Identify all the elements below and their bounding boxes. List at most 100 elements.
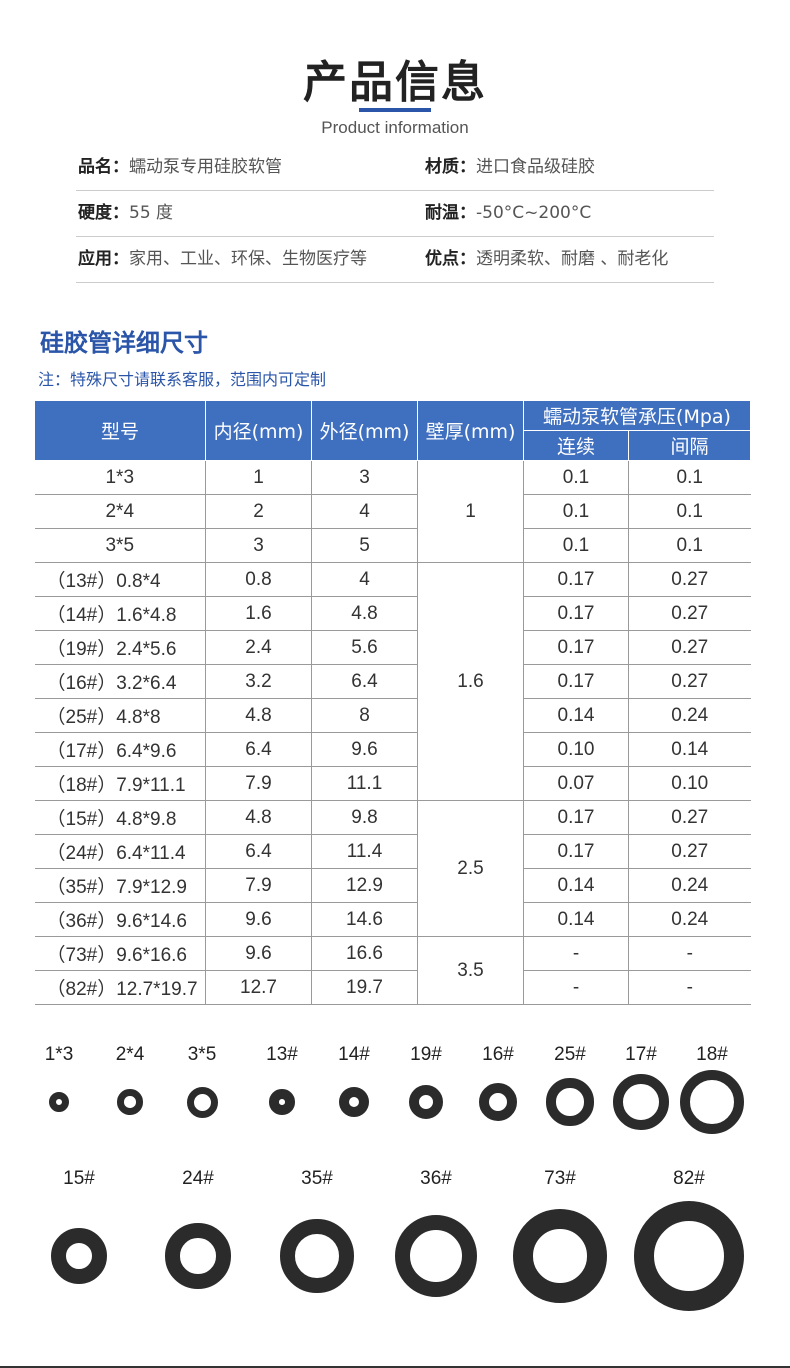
cell-model: 3*5 [34, 528, 206, 563]
cell-model: （82#）12.7*19.7 [34, 970, 206, 1005]
info-application: 应用：家用、工业、环保、生物医疗等 [78, 237, 367, 282]
ring-label: 15# [63, 1168, 95, 1189]
cell-outer-diameter: 5 [311, 528, 418, 563]
cell-interval-pressure: 0.27 [628, 800, 751, 835]
cell-outer-diameter: 9.6 [311, 732, 418, 767]
cell-inner-diameter: 7.9 [205, 868, 312, 903]
ring-label: 14# [338, 1044, 370, 1065]
cell-inner-diameter: 3.2 [205, 664, 312, 699]
table-row: （14#）1.6*4.8 1.6 4.8 0.17 0.27 [34, 596, 751, 631]
cell-continuous-pressure: 0.14 [523, 698, 629, 733]
bottom-divider [0, 1366, 790, 1368]
cell-interval-pressure: - [628, 936, 751, 971]
info-row-3: 应用：家用、工业、环保、生物医疗等 优点：透明柔软、耐磨 、耐老化 [76, 237, 714, 283]
cell-inner-diameter: 6.4 [205, 834, 312, 869]
cell-outer-diameter: 14.6 [311, 902, 418, 937]
info-value: 透明柔软、耐磨 、耐老化 [476, 249, 669, 269]
cell-inner-diameter: 9.6 [205, 902, 312, 937]
header-continuous: 连续 [523, 430, 629, 461]
table-body: 1*3 1 3 1 0.1 0.1 2*4 2 4 0.1 0.1 3*5 3 5 0.1 0.1 （13#）0… [34, 460, 751, 1005]
info-value: 进口食品级硅胶 [476, 157, 595, 177]
table-row: （19#）2.4*5.6 2.4 5.6 0.17 0.27 [34, 630, 751, 665]
table-row: （17#）6.4*9.6 6.4 9.6 0.10 0.14 [34, 732, 751, 767]
cell-outer-diameter: 3 [311, 460, 418, 495]
page-title: 产品信息 [303, 57, 487, 108]
cell-continuous-pressure: 0.17 [523, 800, 629, 835]
table-row: 2*4 2 4 0.1 0.1 [34, 494, 751, 529]
cell-model: （14#）1.6*4.8 [34, 596, 206, 631]
ring-label: 73# [544, 1168, 576, 1189]
cell-continuous-pressure: 0.17 [523, 630, 629, 665]
cell-inner-diameter: 12.7 [205, 970, 312, 1005]
info-name: 品名：蠕动泵专用硅胶软管 [78, 145, 282, 190]
cell-continuous-pressure: 0.14 [523, 902, 629, 937]
cell-interval-pressure: 0.24 [628, 698, 751, 733]
cell-interval-pressure: 0.27 [628, 664, 751, 699]
info-label: 硬度： [78, 203, 129, 223]
table-row: （82#）12.7*19.7 12.7 19.7 - - [34, 970, 751, 1005]
cell-model: （17#）6.4*9.6 [34, 732, 206, 767]
cell-wall-thickness: 1 [417, 460, 524, 563]
info-advantages: 优点：透明柔软、耐磨 、耐老化 [425, 237, 668, 282]
cell-model: （25#）4.8*8 [34, 698, 206, 733]
header-inner-diameter: 内径(mm) [205, 400, 312, 461]
tube-cross-section-ring [165, 1223, 231, 1289]
tube-cross-section-ring [680, 1070, 744, 1134]
tube-cross-section-ring [339, 1087, 369, 1117]
cell-outer-diameter: 19.7 [311, 970, 418, 1005]
cell-continuous-pressure: 0.14 [523, 868, 629, 903]
ring-label: 1*3 [44, 1044, 74, 1065]
cell-inner-diameter: 4.8 [205, 800, 312, 835]
tube-cross-section-ring [269, 1089, 295, 1115]
cell-inner-diameter: 0.8 [205, 562, 312, 597]
ring-label: 3*5 [187, 1044, 217, 1065]
cell-outer-diameter: 16.6 [311, 936, 418, 971]
header-model: 型号 [34, 400, 206, 461]
table-row: （24#）6.4*11.4 6.4 11.4 0.17 0.27 [34, 834, 751, 869]
section-title: 硅胶管详细尺寸 [40, 329, 208, 357]
cell-inner-diameter: 6.4 [205, 732, 312, 767]
table-row: （35#）7.9*12.9 7.9 12.9 0.14 0.24 [34, 868, 751, 903]
table-row: （25#）4.8*8 4.8 8 0.14 0.24 [34, 698, 751, 733]
cell-interval-pressure: 0.27 [628, 630, 751, 665]
cell-outer-diameter: 11.4 [311, 834, 418, 869]
ring-label: 25# [554, 1044, 586, 1065]
tube-cross-section-ring [408, 1084, 444, 1120]
cell-interval-pressure: 0.27 [628, 596, 751, 631]
cell-inner-diameter: 9.6 [205, 936, 312, 971]
tube-cross-section-ring [478, 1082, 518, 1122]
cell-outer-diameter: 6.4 [311, 664, 418, 699]
cell-model: （24#）6.4*11.4 [34, 834, 206, 869]
cell-outer-diameter: 11.1 [311, 766, 418, 801]
header-interval: 间隔 [628, 430, 751, 461]
page-subtitle: Product information [321, 118, 469, 137]
info-value: 55 度 [129, 203, 174, 223]
info-label: 材质： [425, 157, 476, 177]
ring-label: 13# [266, 1044, 298, 1065]
cell-outer-diameter: 5.6 [311, 630, 418, 665]
cell-interval-pressure: 0.10 [628, 766, 751, 801]
cell-model: 2*4 [34, 494, 206, 529]
cell-inner-diameter: 2.4 [205, 630, 312, 665]
cell-interval-pressure: 0.1 [628, 528, 751, 563]
cell-interval-pressure: 0.27 [628, 834, 751, 869]
cell-continuous-pressure: 0.1 [523, 494, 629, 529]
cell-continuous-pressure: - [523, 970, 629, 1005]
table-row: （18#）7.9*11.1 7.9 11.1 0.07 0.10 [34, 766, 751, 801]
cell-interval-pressure: - [628, 970, 751, 1005]
cell-interval-pressure: 0.24 [628, 902, 751, 937]
cell-outer-diameter: 9.8 [311, 800, 418, 835]
cell-outer-diameter: 4 [311, 494, 418, 529]
cell-interval-pressure: 0.1 [628, 460, 751, 495]
ring-label: 17# [625, 1044, 657, 1065]
header-wall-thickness: 壁厚(mm) [417, 400, 524, 461]
tube-cross-section-ring [394, 1214, 478, 1298]
info-temperature: 耐温：-50°C~200°C [425, 191, 591, 236]
tube-cross-section-ring [613, 1074, 669, 1130]
cell-model: （19#）2.4*5.6 [34, 630, 206, 665]
ring-label: 36# [420, 1168, 452, 1189]
cell-interval-pressure: 0.27 [628, 562, 751, 597]
ring-label: 18# [696, 1044, 728, 1065]
cell-continuous-pressure: 0.17 [523, 596, 629, 631]
tube-cross-section-ring [186, 1086, 218, 1118]
